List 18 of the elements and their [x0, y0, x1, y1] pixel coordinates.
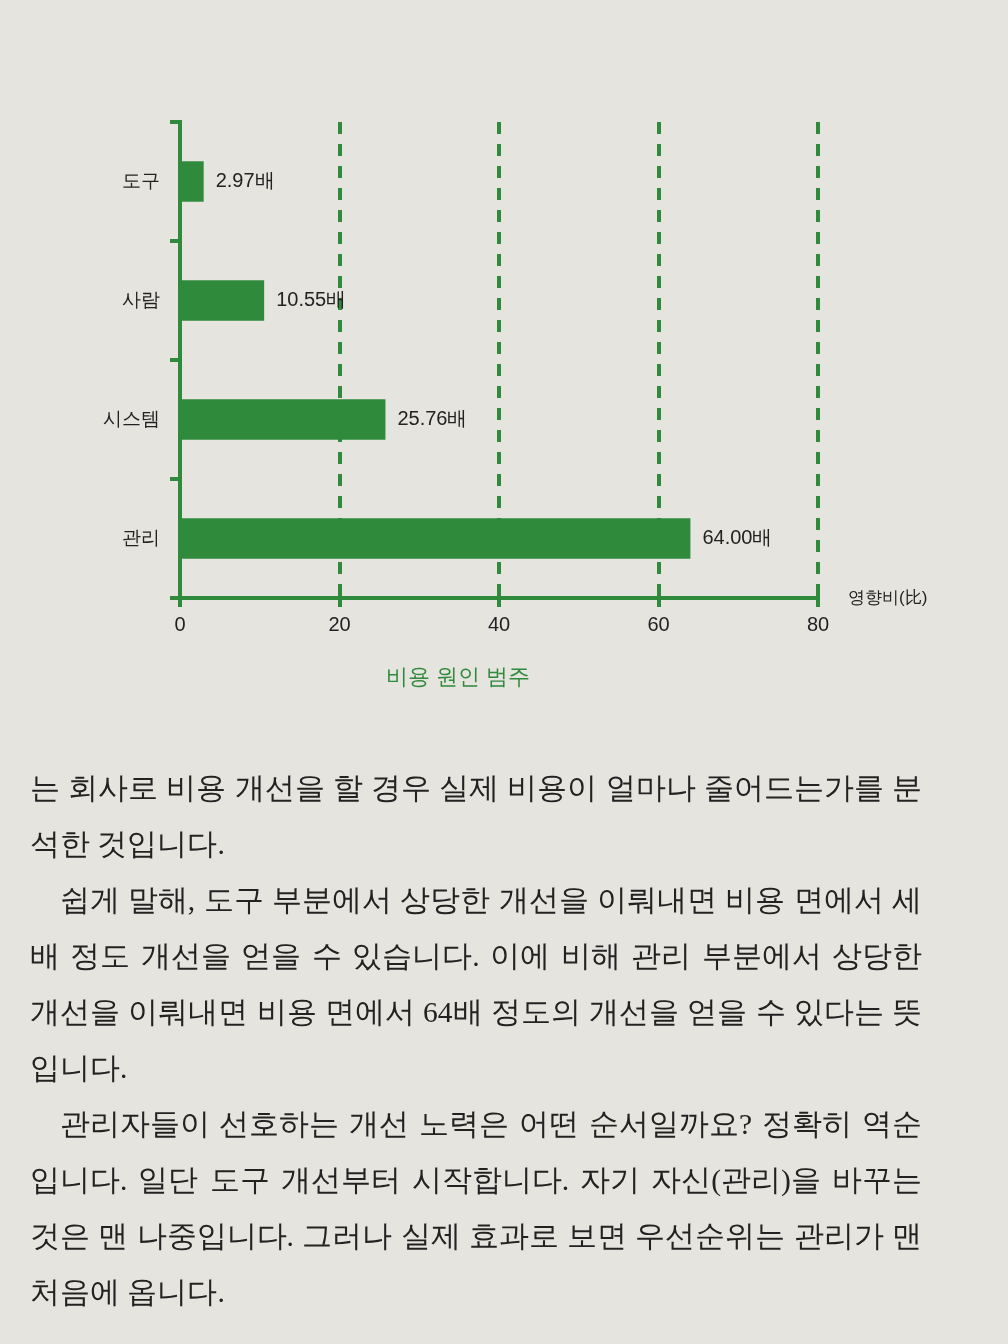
y-tick-label: 사람 — [122, 288, 160, 310]
x-tick-label: 20 — [328, 612, 351, 635]
x-tick-label: 80 — [806, 612, 830, 635]
data-label: 25.76배 — [397, 407, 468, 430]
text: 관리자들이 선호하는 개선 노력은 어떤 순서일까요? 정확히 역순입니다. 일단 도구 개선부터 시작합니다. 자기 자신(관리)을 바꾸는 것은 맨 나중입니다. 그러나 실제 효과로 보면 우선순위는 관리가 맨 처음에 옵니다. — [30, 1107, 922, 1310]
x-tick-label: 40 — [487, 612, 511, 635]
text: 는 회사로 비용 개선을 할 경우 실제 비용이 얼마나 줄어드는가를 분석한 것입니다. — [30, 771, 923, 862]
y-tick-label: 시스템 — [103, 407, 160, 429]
x-axis-title: 영향비(比) — [848, 587, 928, 607]
data-label: 64.00배 — [702, 526, 773, 549]
x-tick-label: 0 — [174, 612, 186, 635]
data-label: 10.55배 — [276, 288, 347, 311]
text: 쉽게 말해, 도구 부분에서 상당한 개선을 이뤄내면 비용 면에서 세 배 정도 개선을 얻을 수 있습니다. 이에 비해 관리 부분에서 상당한 개선을 이뤄내면 비용 면에서 64배 정도의 개선을 얻을 수 있다는 뜻입니다. — [30, 883, 923, 1086]
y-tick-label: 관리 — [122, 526, 160, 548]
y-tick-label: 도구 — [122, 169, 160, 191]
data-label: 2.97배 — [215, 169, 275, 192]
x-tick-label: 60 — [647, 612, 670, 635]
text: 비용 원인 범주 — [384, 663, 532, 691]
